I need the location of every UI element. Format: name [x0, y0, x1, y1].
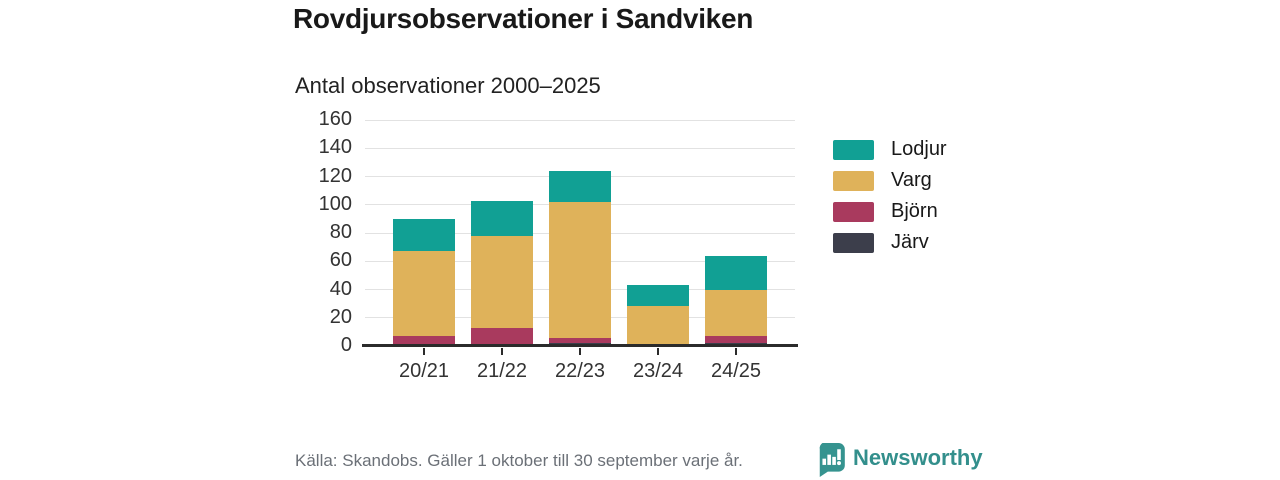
bar-segment-varg: [471, 235, 533, 328]
plot-area: 0 20 40 60 80 100 120 140 160 20/21 21/22 22/23 23/2…: [319, 108, 798, 382]
newsworthy-wordmark: Newsworthy: [853, 445, 983, 470]
legend-item-varg: Varg: [833, 169, 947, 191]
y-tick-label: 120: [318, 164, 352, 187]
bar-segment-björn: [549, 337, 611, 344]
tick-mark: [579, 348, 581, 355]
y-tick-label: 0: [340, 334, 352, 356]
tick-mark: [501, 348, 503, 355]
legend-item-björn: Björn: [833, 200, 947, 222]
bar-segment-varg: [549, 201, 611, 338]
y-tick-label: 140: [318, 136, 352, 159]
chart-subtitle: Antal observationer 2000–2025: [295, 73, 601, 98]
legend-swatch: [833, 232, 874, 253]
x-tick-label: 21/22: [476, 360, 528, 382]
legend: Lodjur Varg Björn Järv: [833, 138, 947, 263]
legend-label: Björn: [891, 200, 938, 222]
y-tick-label: 160: [318, 108, 352, 130]
y-tick-label: 40: [329, 277, 352, 300]
legend-label: Varg: [891, 169, 932, 191]
legend-swatch: [833, 201, 874, 222]
bar-segment-björn: [471, 327, 533, 345]
y-tick-label: 100: [318, 192, 352, 215]
y-tick-label: 60: [329, 249, 352, 272]
legend-label: Lodjur: [891, 138, 947, 160]
newsworthy-bubble-chart-icon: [819, 443, 845, 477]
tick-mark: [657, 348, 659, 355]
newsworthy-logo: Newsworthy: [816, 443, 983, 477]
legend-swatch: [833, 139, 874, 160]
bar-segment-lodjur: [627, 285, 689, 307]
page-title: Rovdjursobservationer i Sandviken: [293, 3, 754, 34]
legend-item-järv: Järv: [833, 231, 947, 253]
y-tick-label: 20: [329, 305, 352, 328]
gridline: [365, 147, 795, 149]
bar-segment-varg: [627, 306, 689, 346]
bar-segment-lodjur: [549, 170, 611, 202]
source-note: Källa: Skandobs. Gäller 1 oktober till 3…: [295, 451, 743, 470]
x-tick-label: 23/24: [632, 360, 684, 382]
bar-segment-björn: [705, 336, 767, 344]
legend-label: Järv: [891, 231, 929, 253]
bar-segment-lodjur: [705, 255, 767, 290]
bar-segment-varg: [393, 251, 455, 337]
bar-segment-varg: [705, 289, 767, 337]
bar-segment-björn: [393, 336, 455, 345]
gridline: [365, 119, 795, 121]
bar-segment-lodjur: [393, 218, 455, 252]
legend-swatch: [833, 170, 874, 191]
legend-item-lodjur: Lodjur: [833, 138, 947, 160]
x-tick-label: 24/25: [710, 360, 762, 382]
y-tick-label: 80: [329, 221, 352, 243]
tick-mark: [735, 348, 737, 355]
x-tick-label: 20/21: [398, 360, 450, 382]
tick-mark: [423, 348, 425, 355]
x-tick-label: 22/23: [554, 360, 606, 382]
bar-segment-lodjur: [471, 200, 533, 236]
x-axis-line: [362, 344, 798, 347]
